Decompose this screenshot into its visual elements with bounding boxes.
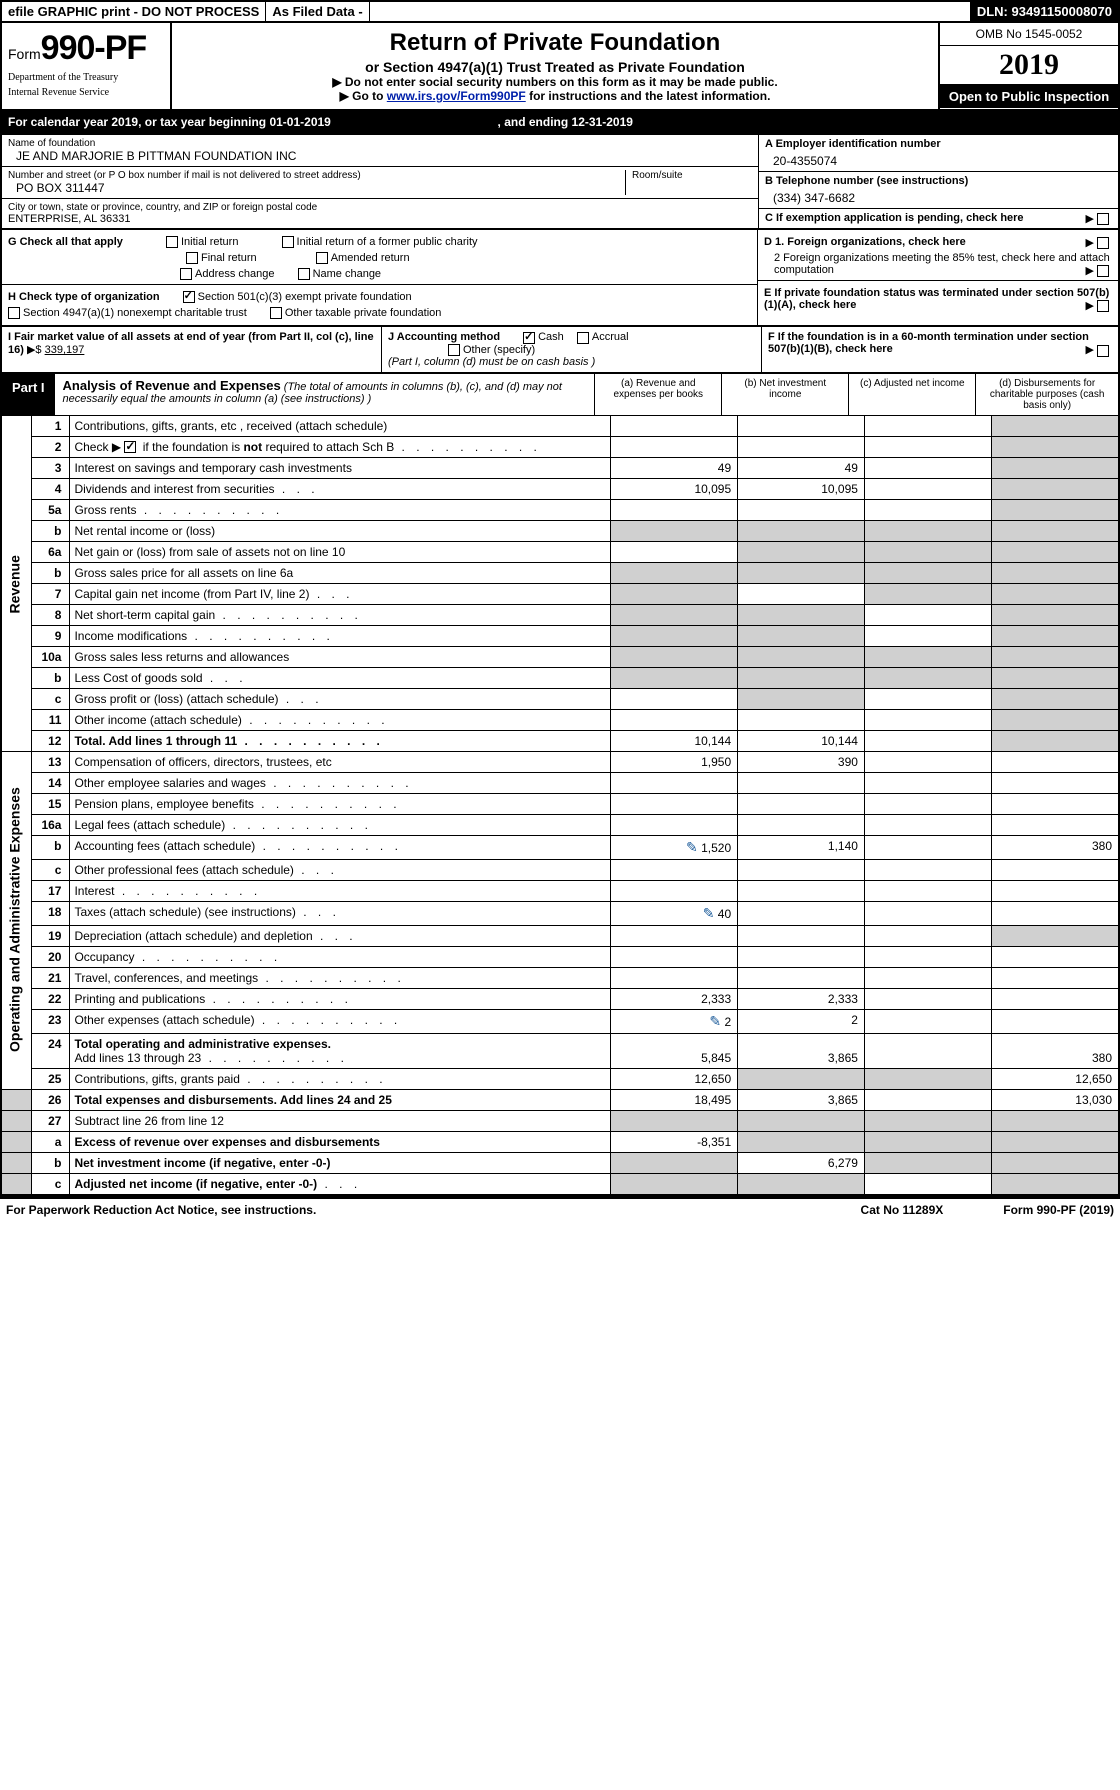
form-subtitle: or Section 4947(a)(1) Trust Treated as P… [212,59,898,75]
cb-amended[interactable] [316,252,328,264]
part1-title: Analysis of Revenue and Expenses [63,378,281,393]
cat-number: Cat No 11289X [861,1203,944,1217]
city-label: City or town, state or province, country… [8,202,752,213]
form-number: Form990-PF [8,29,164,68]
col-c-header: (c) Adjusted net income [848,374,975,415]
room-label: Room/suite [632,170,752,181]
cb-addr-change[interactable] [180,268,192,280]
addr-label: Number and street (or P O box number if … [8,170,619,181]
cb-other-method[interactable] [448,344,460,356]
ein-label: A Employer identification number [765,138,1112,150]
name-label: Name of foundation [8,138,752,149]
open-inspection: Open to Public Inspection [940,85,1118,108]
cb-final[interactable] [186,252,198,264]
entity-block: Name of foundation JE AND MARJORIE B PIT… [2,135,1118,230]
d2-label: 2 Foreign organizations meeting the 85% … [774,252,1110,276]
g-label: G Check all that apply [8,236,123,248]
j-label: J Accounting method [388,331,500,343]
cb-schb[interactable] [124,441,136,453]
omb-number: OMB No 1545-0052 [940,23,1118,46]
phone-label: B Telephone number (see instructions) [765,175,1112,187]
paperwork-notice: For Paperwork Reduction Act Notice, see … [6,1203,316,1217]
col-d-header: (d) Disbursements for charitable purpose… [975,374,1118,415]
instr-2: ▶ Go to www.irs.gov/Form990PF for instru… [212,89,898,103]
part1-label: Part I [2,374,55,415]
col-b-header: (b) Net investment income [721,374,848,415]
ein: 20-4355074 [765,150,1112,168]
c-label: C If exemption application is pending, c… [765,212,1024,224]
dln: DLN: 93491150008070 [971,2,1118,21]
as-filed: As Filed Data - [266,2,369,21]
tax-year: 2019 [940,46,1118,85]
top-bar: efile GRAPHIC print - DO NOT PROCESS As … [2,2,1118,23]
efile-notice: efile GRAPHIC print - DO NOT PROCESS [2,2,266,21]
irs: Internal Revenue Service [8,87,164,98]
cb-other-taxable[interactable] [270,307,282,319]
cb-name-change[interactable] [298,268,310,280]
cb-4947[interactable] [8,307,20,319]
cb-d2[interactable] [1097,265,1109,277]
page-footer: For Paperwork Reduction Act Notice, see … [0,1198,1120,1221]
d1-label: D 1. Foreign organizations, check here [764,236,966,248]
col-a-header: (a) Revenue and expenses per books [594,374,721,415]
cb-initial-former[interactable] [282,236,294,248]
j-note: (Part I, column (d) must be on cash basi… [388,356,595,368]
foundation-name: JE AND MARJORIE B PITTMAN FOUNDATION INC [8,149,752,163]
cb-d1[interactable] [1097,237,1109,249]
instr-1: ▶ Do not enter social security numbers o… [212,75,898,89]
phone: (334) 347-6682 [765,187,1112,205]
cb-accrual[interactable] [577,332,589,344]
cb-cash[interactable] [523,332,535,344]
i-value: 339,197 [45,344,85,356]
part1-header: Part I Analysis of Revenue and Expenses … [2,374,1118,416]
form-header: Form990-PF Department of the Treasury In… [2,23,1118,111]
f-label: F If the foundation is in a 60-month ter… [768,331,1089,355]
cb-initial[interactable] [166,236,178,248]
attach-icon[interactable]: ✎ [703,905,715,921]
form-ref: Form 990-PF (2019) [1003,1203,1114,1217]
h-label: H Check type of organization [8,291,160,303]
revenue-label: Revenue [2,416,32,752]
c-checkbox[interactable] [1097,213,1109,225]
cb-501c3[interactable] [183,291,195,303]
city-state-zip: ENTERPRISE, AL 36331 [8,213,752,225]
e-label: E If private foundation status was termi… [764,287,1109,311]
address: PO BOX 311447 [8,181,619,195]
dept-treasury: Department of the Treasury [8,72,164,83]
calendar-year-row: For calendar year 2019, or tax year begi… [2,111,1118,135]
ijf-block: I Fair market value of all assets at end… [2,327,1118,373]
attach-icon[interactable]: ✎ [709,1013,721,1029]
cb-f[interactable] [1097,345,1109,357]
form-title: Return of Private Foundation [212,29,898,57]
attach-icon[interactable]: ✎ [686,839,698,855]
expenses-label: Operating and Administrative Expenses [2,751,32,1089]
cb-e[interactable] [1097,300,1109,312]
irs-link[interactable]: www.irs.gov/Form990PF [387,89,526,103]
part1-table: Revenue 1Contributions, gifts, grants, e… [2,416,1118,1196]
checks-block: G Check all that apply Initial return In… [2,230,1118,327]
